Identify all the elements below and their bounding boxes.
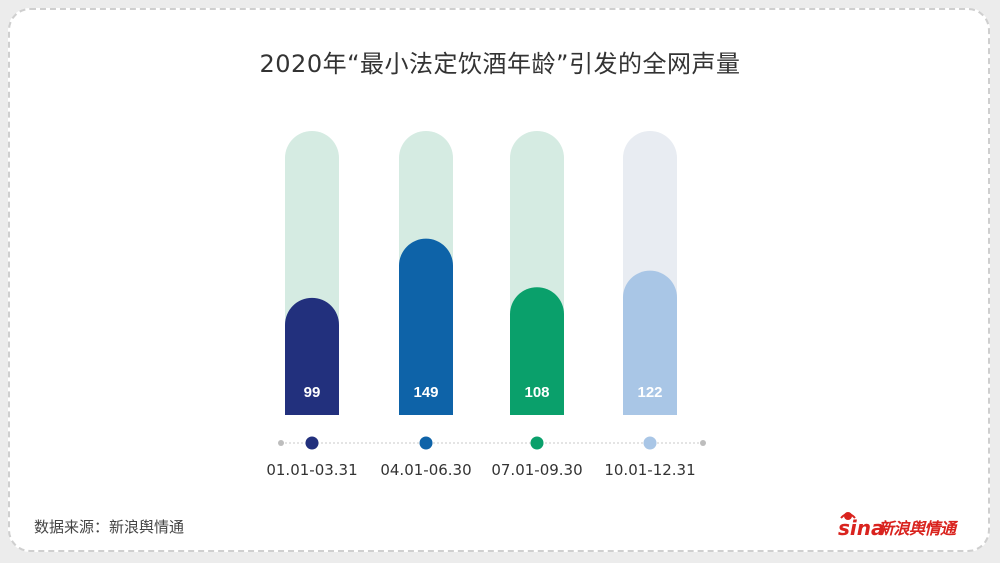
brand-name: 新浪舆情通 <box>878 519 956 538</box>
timeline-marker <box>530 436 544 450</box>
timeline-marker <box>305 436 319 450</box>
sina-logo-icon: sina <box>838 512 885 540</box>
bar-value-label: 122 <box>637 384 662 401</box>
bar-value-label: 108 <box>524 384 549 401</box>
chart-card <box>8 8 990 552</box>
timeline-marker <box>419 436 433 450</box>
bar <box>399 238 453 415</box>
bar <box>285 297 339 415</box>
x-tick-label: 04.01-06.30 <box>380 461 471 479</box>
timeline-start-dot <box>278 440 284 446</box>
timeline-marker <box>643 436 657 450</box>
bar <box>623 270 677 415</box>
bar-value-label: 99 <box>304 384 321 401</box>
svg-text:sina: sina <box>838 516 885 540</box>
x-tick-label: 10.01-12.31 <box>604 461 695 479</box>
bar <box>510 287 564 415</box>
data-source: 数据来源：新浪舆情通 <box>34 518 185 536</box>
bar-value-label: 149 <box>413 384 438 401</box>
chart-title: 2020年“最小法定饮酒年龄”引发的全网声量 <box>259 50 741 78</box>
x-tick-label: 07.01-09.30 <box>491 461 582 479</box>
x-tick-label: 01.01-03.31 <box>266 461 357 479</box>
timeline-end-dot <box>700 440 706 446</box>
